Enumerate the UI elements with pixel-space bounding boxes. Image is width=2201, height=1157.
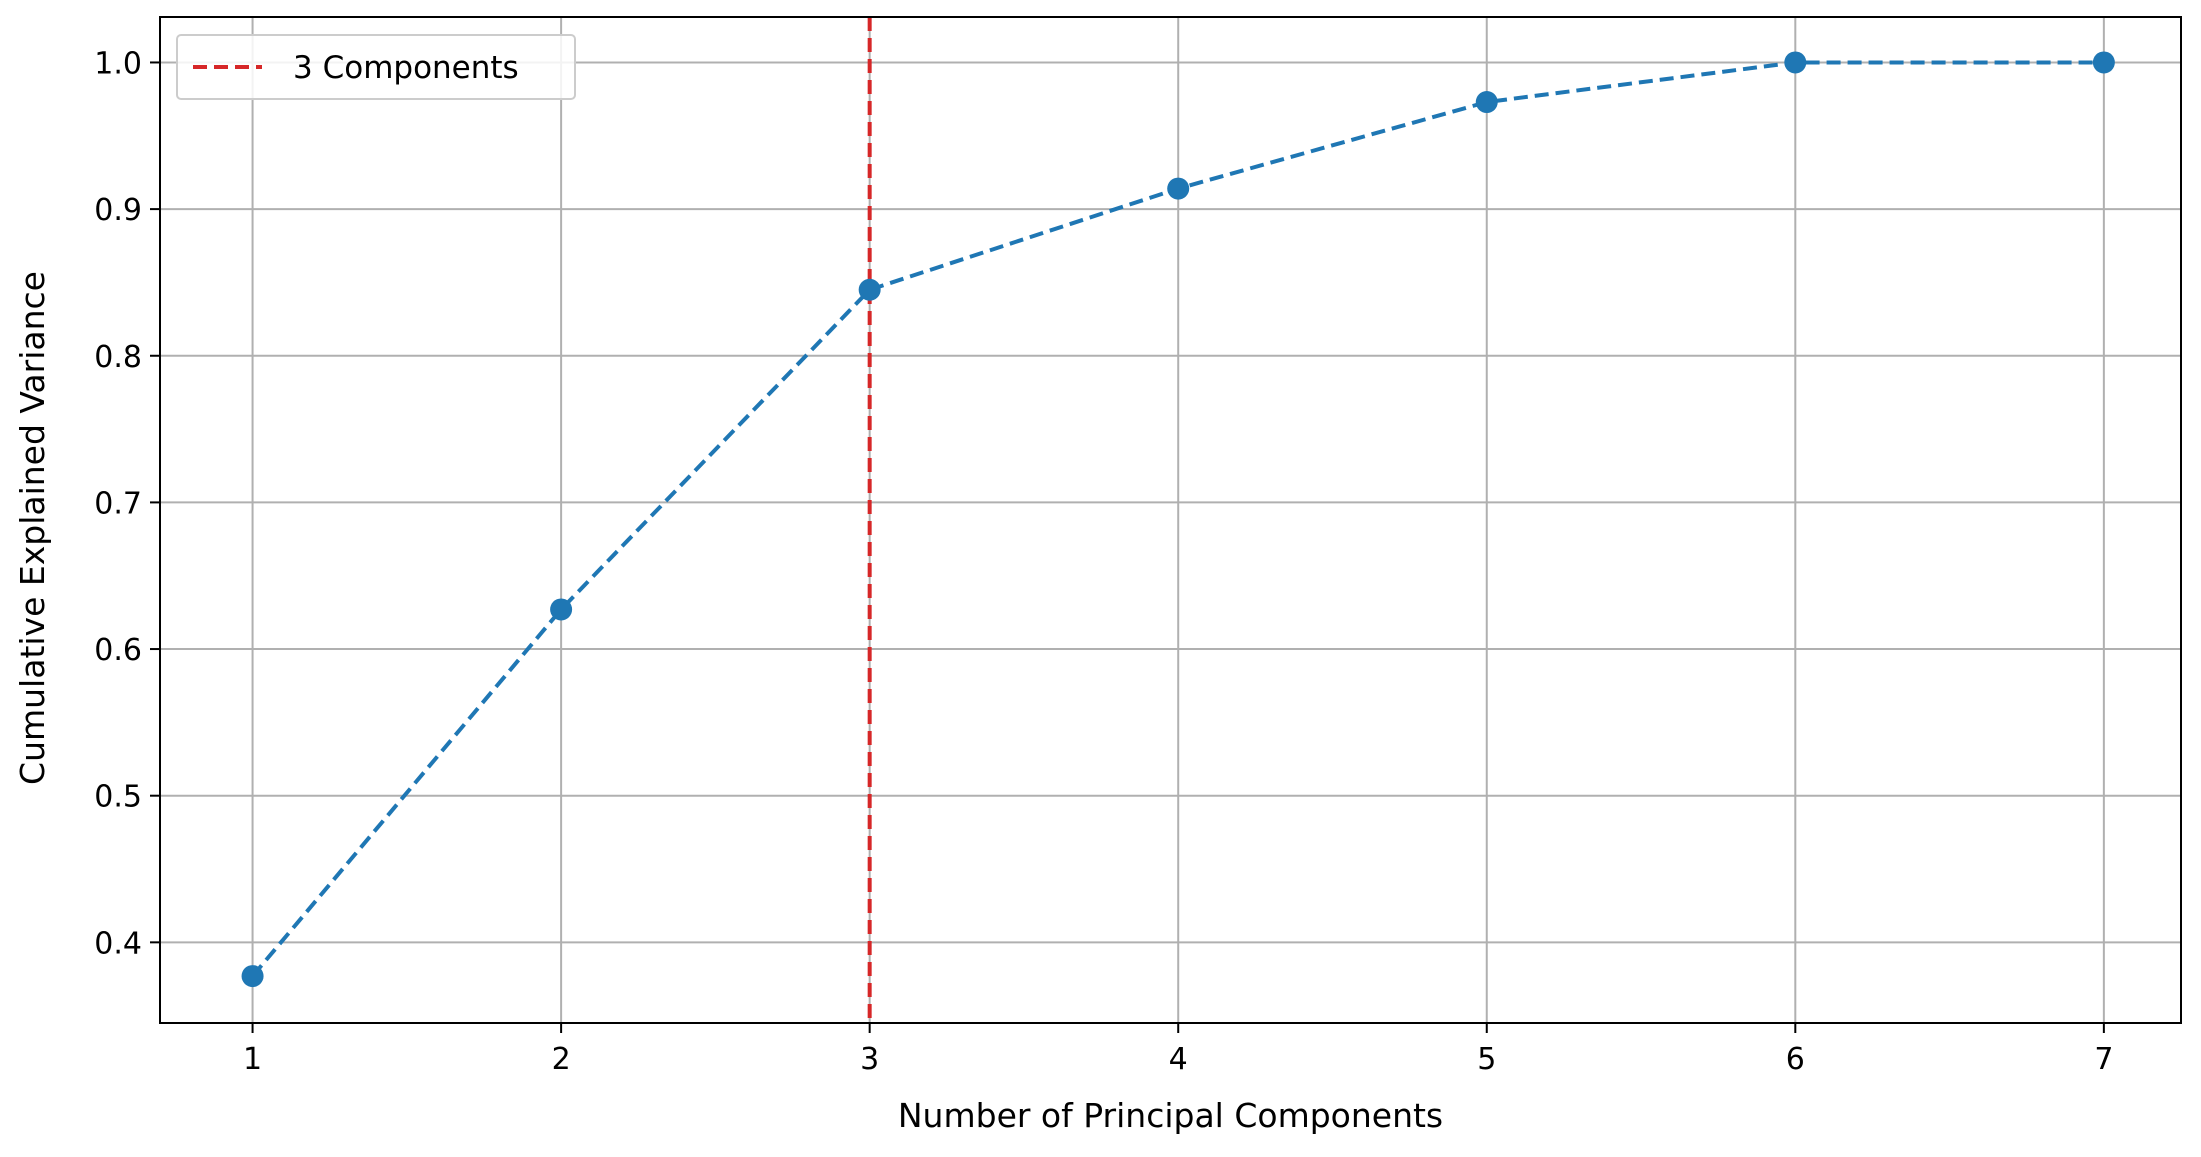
data-point [1167,177,1190,200]
legend: 3 Components [176,34,576,100]
data-point [1475,91,1498,114]
series-layer [241,51,2115,988]
x-tick-label: 2 [552,1042,571,1077]
grid [160,17,2181,1023]
y-tick-label: 0.5 [94,780,142,815]
y-axis-ticks: 0.4 0.5 0.6 0.7 0.8 0.9 1.0 [94,46,160,961]
plot-frame [159,16,2182,1024]
x-tick-label: 5 [1477,1042,1496,1077]
y-tick-label: 0.4 [94,926,142,961]
x-tick-label: 3 [860,1042,879,1077]
data-point [2092,51,2115,74]
data-point [858,278,881,301]
x-tick-label: 1 [243,1042,262,1077]
legend-label: 3 Components [293,50,519,86]
y-tick-label: 0.7 [94,486,142,521]
legend-box [176,34,576,100]
data-point [241,965,264,988]
y-tick-label: 0.6 [94,633,142,668]
y-tick-label: 0.8 [94,340,142,375]
x-axis-label: Number of Principal Components [898,1096,1443,1135]
x-tick-label: 4 [1169,1042,1188,1077]
x-axis-ticks: 1 2 3 4 5 6 7 [243,1023,2113,1077]
y-tick-label: 0.9 [94,193,142,228]
y-tick-label: 1.0 [94,46,142,81]
x-tick-label: 6 [1786,1042,1805,1077]
data-point [550,598,573,621]
data-point [1784,51,1807,74]
x-tick-label: 7 [2094,1042,2113,1077]
y-axis-label: Cumulative Explained Variance [13,271,52,785]
